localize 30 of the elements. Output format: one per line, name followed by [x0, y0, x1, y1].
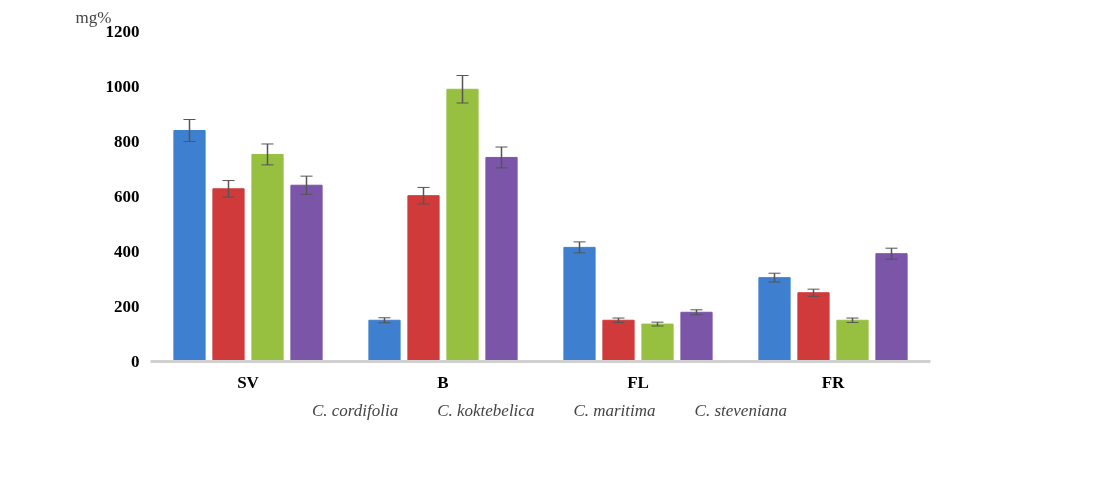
y-tick-label: 200 — [114, 297, 140, 316]
text: C. steveniana — [694, 401, 788, 421]
bar — [173, 130, 206, 362]
bar — [446, 88, 479, 362]
bar — [485, 156, 518, 362]
bar — [563, 246, 596, 362]
x-tick-label: FL — [627, 372, 649, 392]
y-tick-label: 0 — [131, 352, 140, 371]
text: C. cordifolia — [311, 401, 399, 421]
y-tick-label: 1000 — [105, 77, 140, 96]
bar — [407, 195, 440, 362]
bar — [290, 184, 323, 362]
text: C. koktebelica — [437, 401, 535, 421]
bar — [641, 323, 674, 362]
y-tick-label: 800 — [114, 132, 140, 151]
y-tick-label: 600 — [114, 187, 140, 206]
bar — [212, 188, 245, 362]
bar — [758, 277, 791, 362]
text: C. maritima — [573, 401, 656, 421]
bar — [680, 311, 713, 362]
x-tick-label: B — [437, 372, 449, 392]
bar — [875, 253, 908, 362]
x-tick-label: SV — [237, 372, 260, 392]
bar — [836, 319, 869, 362]
bar — [251, 153, 284, 362]
y-tick-label: 400 — [114, 242, 140, 261]
x-tick-label: FR — [821, 372, 846, 392]
bar — [368, 319, 401, 362]
bar — [602, 319, 635, 362]
bar — [797, 292, 830, 362]
